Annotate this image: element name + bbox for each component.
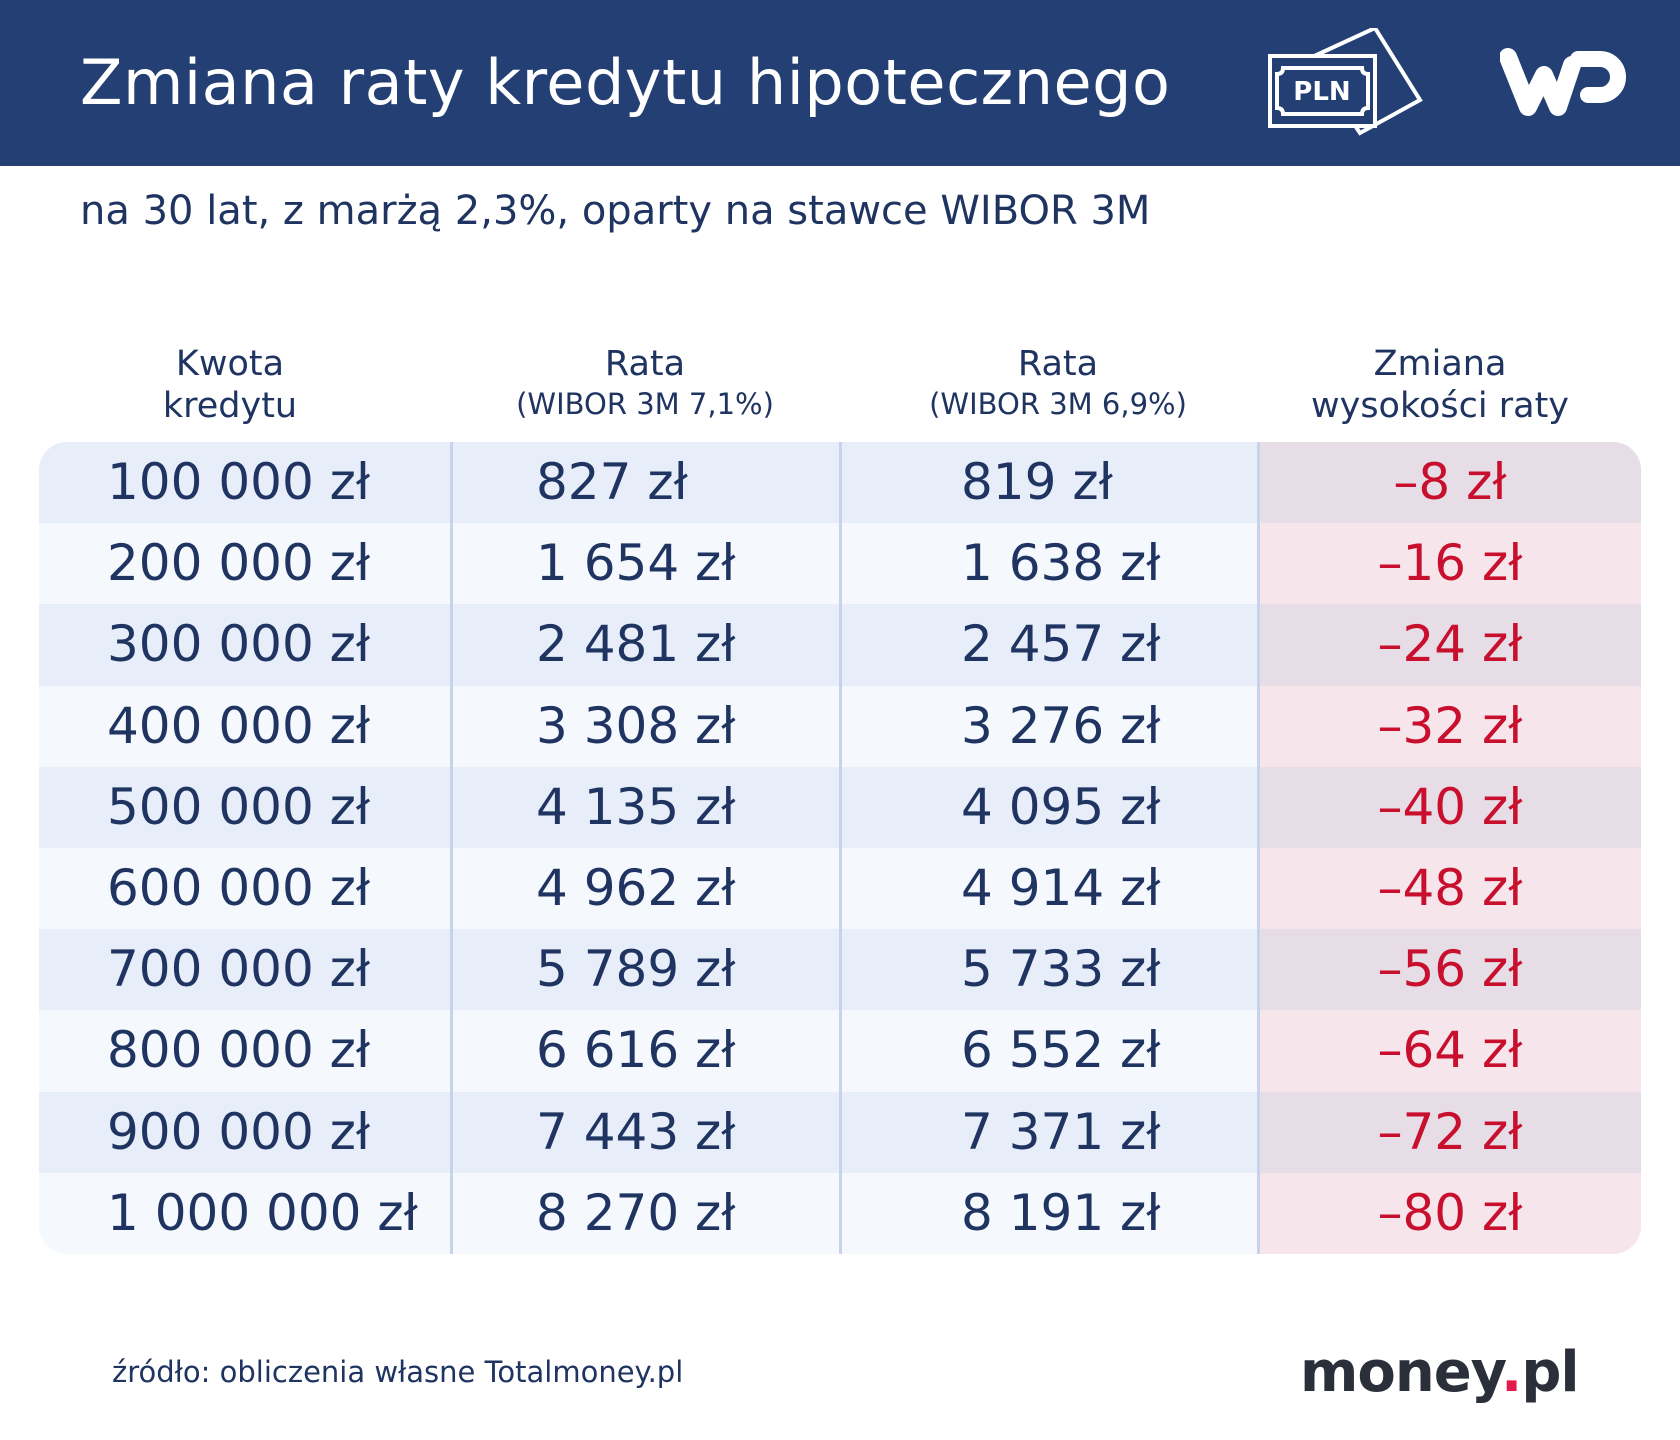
loan-amount-cell: 1 000 000 zł bbox=[107, 1183, 418, 1242]
change-cell-background bbox=[1259, 1091, 1641, 1173]
rate-6-9-cell: 819 zł bbox=[961, 453, 1113, 511]
source-note: źródło: obliczenia własne Totalmoney.pl bbox=[112, 1355, 684, 1389]
rate-6-9-cell: 7 371 zł bbox=[961, 1102, 1161, 1161]
rate-change-cell: –8 zł bbox=[1393, 453, 1507, 511]
change-cell-background bbox=[1259, 1010, 1641, 1092]
change-cell-background bbox=[1259, 929, 1641, 1011]
rate-change-cell: –40 zł bbox=[1377, 777, 1523, 836]
change-cell-background bbox=[1259, 848, 1641, 930]
rate-6-9-cell: 6 552 zł bbox=[961, 1021, 1161, 1080]
rate-7-1-cell: 5 789 zł bbox=[536, 940, 736, 999]
column-header-rate-6-9: Rata (WIBOR 3M 6,9%) bbox=[929, 344, 1187, 421]
change-cell-background bbox=[1259, 604, 1641, 686]
loan-amount-cell: 800 000 zł bbox=[107, 1021, 371, 1080]
banknote-icon: PLN bbox=[1268, 28, 1423, 136]
rate-change-cell: –72 zł bbox=[1377, 1102, 1523, 1161]
loan-amount-cell: 700 000 zł bbox=[107, 940, 371, 999]
rate-6-9-cell: 8 191 zł bbox=[961, 1183, 1161, 1242]
rate-7-1-cell: 4 135 zł bbox=[536, 777, 736, 836]
header-banner: Zmiana raty kredytu hipotecznego PLN bbox=[0, 0, 1680, 166]
rate-change-cell: –80 zł bbox=[1377, 1183, 1523, 1242]
change-cell-background bbox=[1259, 1172, 1641, 1254]
loan-amount-cell: 300 000 zł bbox=[107, 615, 371, 674]
rate-7-1-cell: 6 616 zł bbox=[536, 1021, 736, 1080]
rate-6-9-cell: 4 914 zł bbox=[961, 859, 1161, 917]
rate-7-1-cell: 3 308 zł bbox=[536, 696, 736, 755]
column-divider bbox=[1257, 442, 1260, 1254]
change-cell-background bbox=[1259, 523, 1641, 605]
rate-6-9-cell: 4 095 zł bbox=[961, 777, 1161, 836]
change-cell-background bbox=[1259, 766, 1641, 848]
wp-logo bbox=[1500, 48, 1626, 116]
money-pl-logo: money.pl bbox=[1300, 1340, 1580, 1405]
rate-6-9-cell: 3 276 zł bbox=[961, 696, 1161, 755]
rate-7-1-cell: 4 962 zł bbox=[536, 859, 736, 917]
rate-7-1-cell: 2 481 zł bbox=[536, 615, 736, 674]
rate-7-1-cell: 1 654 zł bbox=[536, 534, 736, 593]
rate-6-9-cell: 5 733 zł bbox=[961, 940, 1161, 999]
rate-7-1-cell: 827 zł bbox=[536, 453, 688, 511]
rate-7-1-cell: 7 443 zł bbox=[536, 1102, 736, 1161]
column-divider bbox=[839, 442, 842, 1254]
loan-amount-cell: 100 000 zł bbox=[107, 453, 371, 511]
column-header-change: Zmiana wysokości raty bbox=[1310, 344, 1570, 426]
rate-change-cell: –64 zł bbox=[1377, 1021, 1523, 1080]
svg-text:PLN: PLN bbox=[1293, 77, 1350, 107]
loan-amount-cell: 200 000 zł bbox=[107, 534, 371, 593]
change-cell-background bbox=[1259, 442, 1641, 524]
change-cell-background bbox=[1259, 685, 1641, 767]
rate-change-cell: –48 zł bbox=[1377, 859, 1523, 917]
loan-amount-cell: 400 000 zł bbox=[107, 696, 371, 755]
rate-change-cell: –24 zł bbox=[1377, 615, 1523, 674]
rate-7-1-cell: 8 270 zł bbox=[536, 1183, 736, 1242]
rate-6-9-cell: 1 638 zł bbox=[961, 534, 1161, 593]
loan-amount-cell: 600 000 zł bbox=[107, 859, 371, 917]
rate-change-cell: –16 zł bbox=[1377, 534, 1523, 593]
loan-amount-cell: 900 000 zł bbox=[107, 1102, 371, 1161]
subtitle: na 30 lat, z marżą 2,3%, oparty na stawc… bbox=[80, 188, 1151, 234]
rate-change-cell: –56 zł bbox=[1377, 940, 1523, 999]
page-title: Zmiana raty kredytu hipotecznego bbox=[80, 46, 1171, 119]
column-header-rate-7-1: Rata (WIBOR 3M 7,1%) bbox=[516, 344, 774, 421]
loan-amount-cell: 500 000 zł bbox=[107, 777, 371, 836]
column-header-amount: Kwota kredytu bbox=[162, 344, 298, 426]
column-divider bbox=[450, 442, 453, 1254]
rates-table: 100 000 zł 827 zł 819 zł –8 zł 200 000 zł 1 6… bbox=[39, 442, 1641, 1254]
rate-change-cell: –32 zł bbox=[1377, 696, 1523, 755]
rate-6-9-cell: 2 457 zł bbox=[961, 615, 1161, 674]
